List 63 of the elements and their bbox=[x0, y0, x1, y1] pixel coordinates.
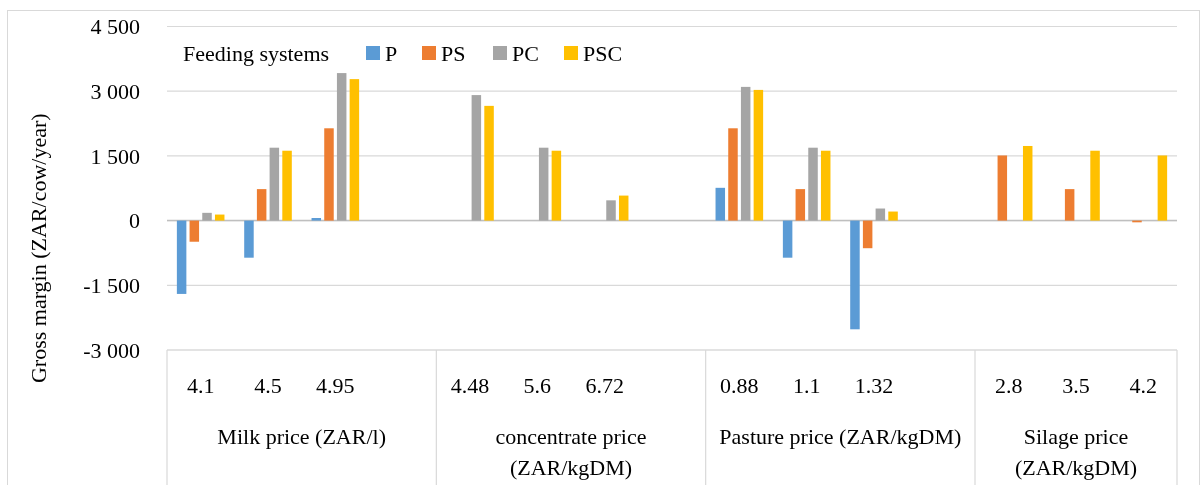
text: Milk price (ZAR/l) bbox=[217, 424, 386, 449]
x-tick-label: 0.88 bbox=[720, 373, 759, 398]
legend-label: PSC bbox=[583, 40, 623, 66]
x-tick-label: 4.5 bbox=[254, 373, 282, 398]
bar bbox=[808, 147, 818, 221]
bar bbox=[795, 189, 806, 221]
y-axis-title: Gross margin (ZAR/cow/year) bbox=[26, 113, 51, 384]
x-tick-label: 4.2 bbox=[1129, 373, 1158, 398]
bar bbox=[618, 195, 629, 221]
y-tick-label: 4 500 bbox=[90, 14, 140, 40]
bar bbox=[728, 128, 738, 221]
text: concentrate price (ZAR/kgDM) bbox=[495, 424, 647, 480]
bar bbox=[740, 86, 751, 221]
bar bbox=[244, 220, 254, 258]
y-tick-label: 1 500 bbox=[90, 143, 140, 169]
text: Pasture price (ZAR/kgDM) bbox=[719, 424, 962, 449]
bar bbox=[336, 73, 347, 221]
text: Silage price (ZAR/kgDM) bbox=[1014, 424, 1138, 480]
bar bbox=[782, 220, 793, 258]
bar bbox=[862, 220, 873, 249]
bar bbox=[282, 150, 292, 221]
bar bbox=[324, 128, 334, 221]
bar bbox=[214, 214, 225, 221]
x-tick-label: 4.1 bbox=[186, 373, 215, 398]
bar bbox=[484, 105, 494, 221]
bar bbox=[189, 220, 200, 242]
x-tick-label: 3.5 bbox=[1062, 373, 1090, 398]
bar bbox=[551, 150, 562, 221]
bar bbox=[471, 95, 482, 221]
y-tick-label: 0 bbox=[129, 208, 140, 234]
bar bbox=[176, 220, 187, 294]
bar bbox=[850, 220, 860, 330]
x-tick-label: 2.8 bbox=[994, 373, 1023, 398]
bar bbox=[1157, 155, 1168, 221]
bar bbox=[1090, 150, 1100, 221]
legend-label: PS bbox=[441, 40, 466, 66]
bar bbox=[606, 200, 616, 221]
legend-label: PC bbox=[512, 40, 539, 66]
x-tick-label: 1.32 bbox=[854, 373, 894, 398]
bar bbox=[311, 218, 322, 221]
bar bbox=[820, 150, 831, 221]
bar bbox=[349, 79, 360, 221]
bar bbox=[715, 187, 726, 221]
bar bbox=[538, 147, 549, 221]
x-tick-label: 4.48 bbox=[450, 373, 490, 398]
legend-label: P bbox=[385, 40, 398, 66]
bar bbox=[1022, 145, 1033, 221]
bar bbox=[202, 212, 212, 221]
x-tick-label: 1.1 bbox=[792, 373, 821, 398]
x-tick-label: 5.6 bbox=[523, 373, 552, 398]
bar bbox=[256, 189, 267, 221]
x-tick-label: 4.95 bbox=[316, 373, 355, 398]
bar bbox=[875, 208, 886, 221]
bar bbox=[269, 147, 280, 221]
bar bbox=[997, 155, 1008, 221]
y-tick-label: -1 500 bbox=[83, 273, 140, 298]
bar bbox=[1064, 189, 1075, 221]
y-tick-label: 3 000 bbox=[90, 78, 140, 104]
bar bbox=[753, 89, 764, 221]
y-tick-label: -3 000 bbox=[83, 337, 140, 363]
legend-title: Feeding systems bbox=[183, 40, 330, 66]
bar bbox=[888, 211, 898, 221]
x-tick-label: 6.72 bbox=[585, 373, 624, 398]
